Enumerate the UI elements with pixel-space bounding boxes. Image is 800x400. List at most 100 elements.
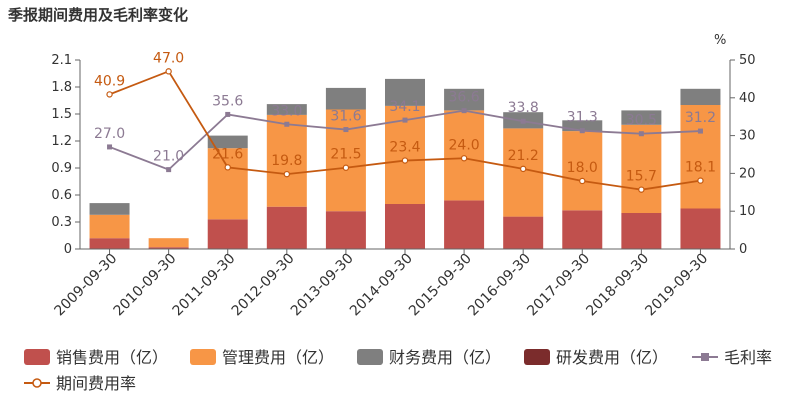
bar-segment xyxy=(385,204,425,249)
line-point xyxy=(107,144,113,150)
line-point xyxy=(461,108,467,114)
right-axis-unit-label: % xyxy=(714,33,726,48)
bar-segment xyxy=(148,247,189,249)
data-label: 31.2 xyxy=(685,110,716,126)
x-tick-label: 2018-09-30 xyxy=(583,251,652,320)
x-tick-label: 2017-09-30 xyxy=(524,251,593,320)
x-tick-label: 2014-09-30 xyxy=(347,251,416,320)
bar-segment xyxy=(325,87,366,110)
left-tick-label: 0 xyxy=(64,242,72,257)
bar-segment xyxy=(621,124,662,213)
line-point xyxy=(342,164,350,171)
bar-segment xyxy=(680,88,721,105)
bar-segment xyxy=(89,203,130,215)
data-label: 23.4 xyxy=(389,140,420,156)
line-point xyxy=(106,91,113,98)
legend-swatch xyxy=(357,349,383,365)
bar-segment xyxy=(266,206,307,249)
data-label: 19.8 xyxy=(271,153,302,169)
line-point xyxy=(460,155,468,162)
bar-segment xyxy=(680,105,721,209)
line-point xyxy=(166,167,172,173)
bar-segment xyxy=(621,213,662,249)
x-tick-label: 2009-09-30 xyxy=(52,251,121,320)
x-tick-label: 2011-09-30 xyxy=(170,251,239,320)
data-label: 15.7 xyxy=(626,169,657,185)
right-tick-label: 0 xyxy=(739,242,747,257)
line-point xyxy=(638,131,644,137)
data-label: 47.0 xyxy=(153,50,184,66)
bar-segment xyxy=(503,216,544,249)
x-tick-label: 2010-09-30 xyxy=(111,251,180,320)
right-tick-label: 50 xyxy=(739,53,756,68)
data-label: 30.5 xyxy=(626,113,657,129)
bar-segment xyxy=(207,219,248,249)
line-point xyxy=(579,177,586,185)
bar-series-group xyxy=(89,78,721,249)
bar-segment xyxy=(680,208,721,249)
bar-segment xyxy=(207,135,248,149)
left-tick-label: 0.9 xyxy=(51,161,72,176)
legend-label: 期间费用率 xyxy=(56,374,136,393)
line-series-group: 27.0 21.0 35.6 33.0 31.6 34.1 36.6 33.8 31.3 30.5… xyxy=(94,50,716,193)
data-label: 31.3 xyxy=(567,110,598,126)
x-tick-label: 2019-09-30 xyxy=(642,251,711,320)
left-tick-label: 2.1 xyxy=(51,53,72,68)
legend-marker xyxy=(701,353,709,361)
line-point xyxy=(165,68,172,75)
data-label: 34.1 xyxy=(389,99,420,115)
line-point xyxy=(638,186,645,193)
data-label: 18.0 xyxy=(567,160,598,176)
left-tick-label: 1.2 xyxy=(51,134,72,149)
x-tick-label: 2016-09-30 xyxy=(465,251,534,320)
line-point xyxy=(697,128,703,134)
x-tick-label: 2013-09-30 xyxy=(288,251,357,320)
bar-segment xyxy=(562,131,603,211)
bar-segment xyxy=(562,120,603,132)
data-label: 40.9 xyxy=(94,73,125,89)
line-point xyxy=(284,121,290,127)
bar-segment xyxy=(89,238,130,249)
legend-label: 财务费用（亿） xyxy=(389,348,501,367)
left-axis: 0 0.3 0.6 0.9 1.2 1.5 1.8 2.1 xyxy=(51,53,80,257)
data-label: 36.6 xyxy=(449,90,480,106)
data-label: 21.5 xyxy=(330,147,361,163)
legend-label: 销售费用（亿） xyxy=(56,348,168,367)
bar-segment xyxy=(207,148,248,220)
bar-segment xyxy=(266,104,307,115)
data-label: 18.1 xyxy=(685,160,716,176)
x-tick-label: 2012-09-30 xyxy=(229,251,298,320)
bar-segment xyxy=(148,238,189,248)
x-axis: 2009-09-302010-09-302011-09-302012-09-30… xyxy=(52,249,711,320)
data-label: 35.6 xyxy=(212,93,243,109)
chart-title: 季报期间费用及毛利率变化 xyxy=(8,6,188,24)
line-point xyxy=(283,170,291,178)
right-tick-label: 10 xyxy=(739,204,756,219)
legend-marker xyxy=(32,378,42,388)
legend-swatch xyxy=(190,349,216,365)
line-point xyxy=(343,127,349,133)
data-label: 31.6 xyxy=(330,109,361,125)
left-tick-label: 1.5 xyxy=(51,107,72,122)
left-tick-label: 0.6 xyxy=(51,188,72,203)
legend-label: 研发费用（亿） xyxy=(556,348,668,367)
line-point xyxy=(401,157,409,164)
data-label: 21.2 xyxy=(508,148,539,164)
bar-segment xyxy=(562,210,603,249)
line-point xyxy=(224,164,231,171)
legend-label: 毛利率 xyxy=(724,348,772,367)
right-tick-label: 30 xyxy=(739,129,756,144)
data-label: 33.0 xyxy=(271,103,302,119)
legend-swatch xyxy=(24,349,50,365)
legend-label: 管理费用（亿） xyxy=(222,348,334,367)
right-tick-label: 40 xyxy=(739,91,756,106)
bar-segment xyxy=(325,211,366,249)
legend-swatch xyxy=(524,349,550,365)
bar-segment xyxy=(325,109,366,212)
bar-segment xyxy=(266,114,307,207)
bar-segment xyxy=(621,110,662,125)
data-label: 24.0 xyxy=(449,137,480,153)
line-point xyxy=(697,177,704,184)
left-tick-label: 1.8 xyxy=(51,80,72,95)
left-tick-label: 0.3 xyxy=(51,215,72,230)
